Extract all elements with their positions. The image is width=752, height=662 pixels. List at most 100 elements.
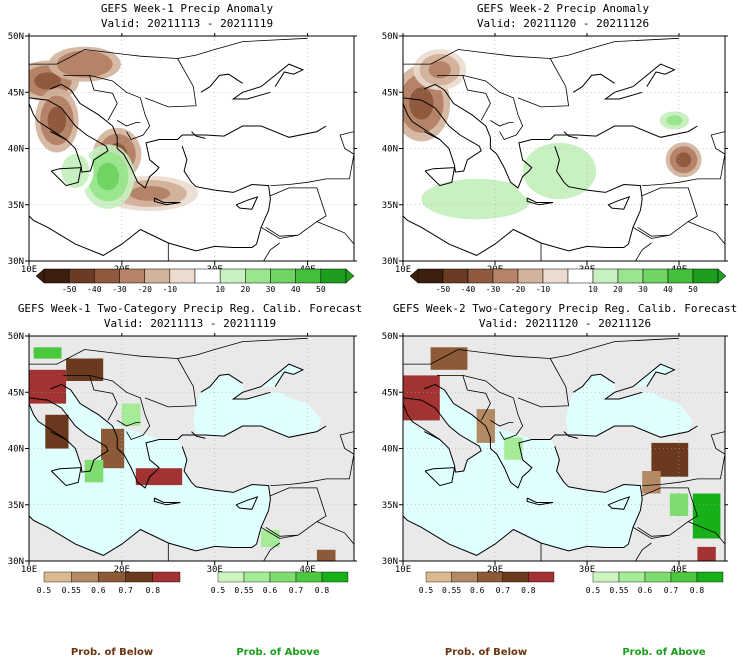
colorbar-swatch bbox=[617, 268, 644, 284]
lat-tick-label: 35N bbox=[382, 201, 398, 211]
prob-cell-above-9 bbox=[261, 530, 280, 547]
colorbar-swatch bbox=[644, 571, 672, 583]
coastline bbox=[50, 83, 327, 189]
prob-below-label: Prob. of Below bbox=[445, 647, 527, 658]
colorbar-tick-label: -50 bbox=[436, 285, 451, 294]
border-line bbox=[632, 526, 670, 539]
colorbar-arrow-right bbox=[717, 268, 727, 284]
border-line bbox=[642, 431, 725, 486]
coastlines bbox=[403, 363, 698, 556]
colorbar-tick-label: 50 bbox=[688, 285, 698, 294]
coastline bbox=[50, 383, 327, 489]
colorbar-tick-label: 0.5 bbox=[211, 586, 226, 595]
prob-cell-above-8 bbox=[121, 403, 141, 426]
coastline bbox=[231, 363, 305, 400]
chart-title: GEFS Week-2 Precip Anomaly bbox=[477, 2, 650, 15]
prob-cell-below-3 bbox=[45, 414, 69, 449]
colorbar-swatch bbox=[152, 571, 181, 583]
coastline bbox=[50, 131, 67, 140]
colorbar-tick-label: 40 bbox=[663, 285, 673, 294]
border-line bbox=[462, 75, 491, 121]
island-outline bbox=[50, 467, 82, 487]
colorbar-swatch bbox=[696, 571, 724, 583]
colorbar-swatch bbox=[295, 268, 322, 284]
colorbar-swatch bbox=[492, 268, 519, 284]
lat-tick-label: 50N bbox=[8, 332, 24, 342]
colorbar-tick-label: 0.8 bbox=[690, 586, 705, 595]
coastline bbox=[424, 383, 698, 489]
colorbar-swatch bbox=[692, 268, 719, 284]
prob-cell-below-1 bbox=[403, 375, 440, 421]
prob-above-label: Prob. of Above bbox=[236, 647, 320, 658]
map-panel-3: 10E 20E 30E 40E 30N 35N 40N 45N 50N GEFS Week-1 T… bbox=[8, 302, 362, 658]
prob-above-label: Prob. of Above bbox=[622, 647, 706, 658]
coastline bbox=[29, 397, 109, 473]
colorbar-tick-label: 50 bbox=[316, 285, 326, 294]
border-line bbox=[316, 221, 354, 245]
border-line bbox=[437, 75, 524, 140]
chart-title: GEFS Week-2 Two-Category Precip Reg. Cal… bbox=[393, 302, 737, 315]
colorbar-tick-label: 0.8 bbox=[315, 586, 330, 595]
border-line bbox=[632, 226, 670, 239]
colorbar-swatch bbox=[642, 268, 669, 284]
border-line bbox=[637, 487, 698, 537]
island-outline bbox=[424, 467, 456, 487]
coastline bbox=[403, 146, 643, 256]
prob-below-label: Prob. of Below bbox=[71, 647, 153, 658]
colorbar-swatch bbox=[320, 268, 347, 284]
map-area bbox=[29, 336, 354, 561]
border-line bbox=[490, 420, 514, 427]
border-line bbox=[116, 420, 141, 427]
border-line bbox=[316, 521, 354, 545]
anomaly-blob-4-core bbox=[539, 155, 580, 187]
colorbar-tick-label: 0.5 bbox=[586, 586, 601, 595]
coastline bbox=[423, 431, 441, 440]
border-line bbox=[517, 58, 570, 108]
island-outline bbox=[424, 167, 456, 187]
border-line bbox=[89, 75, 118, 121]
map-area bbox=[29, 36, 354, 261]
colorbar-swatch bbox=[98, 571, 126, 583]
colorbar-swatch bbox=[270, 268, 296, 284]
lat-tick-label: 35N bbox=[8, 501, 24, 511]
below-colorbar: 0.5 0.55 0.6 0.7 0.8 bbox=[37, 571, 181, 595]
anomaly-colorbar: -50 -40 -30 -20 -10 10 20 30 40 50 bbox=[409, 268, 727, 294]
colorbar-tick-label: 30 bbox=[638, 285, 648, 294]
coastline bbox=[403, 97, 482, 173]
lat-tick-label: 30N bbox=[382, 557, 398, 567]
colorbar-tick-label: 0.55 bbox=[234, 586, 253, 595]
colorbar-tick-label: 40 bbox=[291, 285, 301, 294]
colorbar-swatch bbox=[245, 268, 271, 284]
chart-subtitle: Valid: 20211120 - 20211126 bbox=[477, 17, 649, 30]
colorbar-tick-label: 0.5 bbox=[37, 586, 52, 595]
colorbar-tick-label: 10 bbox=[215, 285, 225, 294]
anomaly-blob-3-core bbox=[47, 106, 67, 134]
colorbar-swatch bbox=[43, 268, 70, 284]
colorbar-swatch bbox=[219, 268, 246, 284]
colorbar-tick-label: 20 bbox=[241, 285, 251, 294]
colorbar-tick-label: -20 bbox=[137, 285, 152, 294]
country-borders bbox=[403, 337, 725, 561]
chart-title: GEFS Week-1 Precip Anomaly bbox=[101, 2, 274, 15]
border-line bbox=[63, 375, 151, 440]
lat-tick-label: 45N bbox=[8, 88, 24, 98]
island-outline bbox=[235, 196, 259, 210]
lat-tick-label: 30N bbox=[8, 257, 24, 267]
coastline bbox=[200, 373, 243, 393]
colorbar-tick-label: -30 bbox=[486, 285, 501, 294]
border-line bbox=[29, 337, 308, 365]
coastline bbox=[191, 131, 206, 139]
colorbar-tick-label: -50 bbox=[62, 285, 77, 294]
colorbar-swatch bbox=[592, 268, 619, 284]
lat-tick-label: 40N bbox=[382, 145, 398, 155]
border-line bbox=[634, 542, 652, 561]
anomaly-blob-5-core bbox=[129, 186, 171, 201]
colorbar-tick-label: -20 bbox=[511, 285, 526, 294]
lon-tick-label: 30E bbox=[579, 565, 595, 575]
chart-subtitle: Valid: 20211113 - 20211119 bbox=[104, 317, 276, 330]
map-area bbox=[403, 336, 725, 561]
colorbar-tick-label: 0.7 bbox=[664, 586, 679, 595]
country-borders bbox=[29, 337, 354, 561]
lat-tick-label: 45N bbox=[382, 88, 398, 98]
lat-tick-label: 50N bbox=[382, 32, 398, 42]
